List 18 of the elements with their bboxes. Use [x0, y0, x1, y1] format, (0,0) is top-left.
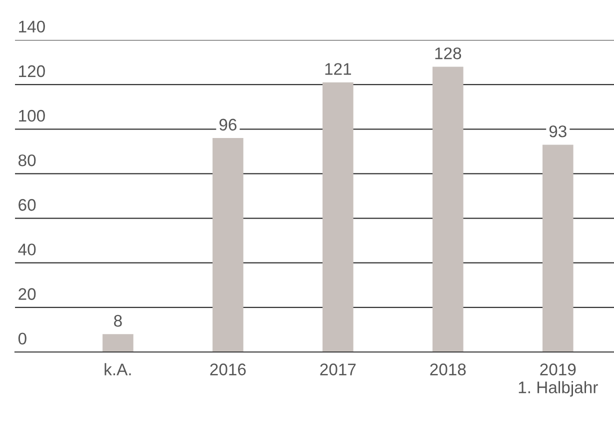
x-tick-label: 2018	[430, 364, 466, 376]
data-label: 93	[549, 125, 566, 138]
y-tick-label: 20	[18, 288, 36, 300]
data-label: 8	[114, 314, 122, 327]
data-label: 121	[325, 63, 352, 75]
y-tick-label: 120	[19, 65, 45, 78]
y-tick-label: 0	[18, 332, 26, 345]
y-tick-label: 60	[18, 199, 36, 211]
x-tick-label: 2016	[210, 364, 246, 376]
y-tick-label: 100	[19, 110, 45, 122]
x-tick-label: k.A.	[104, 363, 131, 376]
y-tick-label: 80	[18, 154, 36, 166]
x-tick-label: 2017	[320, 364, 356, 376]
x-tick-label: 2019 1. Halbjahr	[518, 364, 598, 397]
y-tick-label: 40	[18, 244, 36, 256]
data-label: 96	[219, 118, 236, 131]
y-tick-label: 140	[19, 20, 45, 33]
data-label: 128	[435, 47, 462, 60]
